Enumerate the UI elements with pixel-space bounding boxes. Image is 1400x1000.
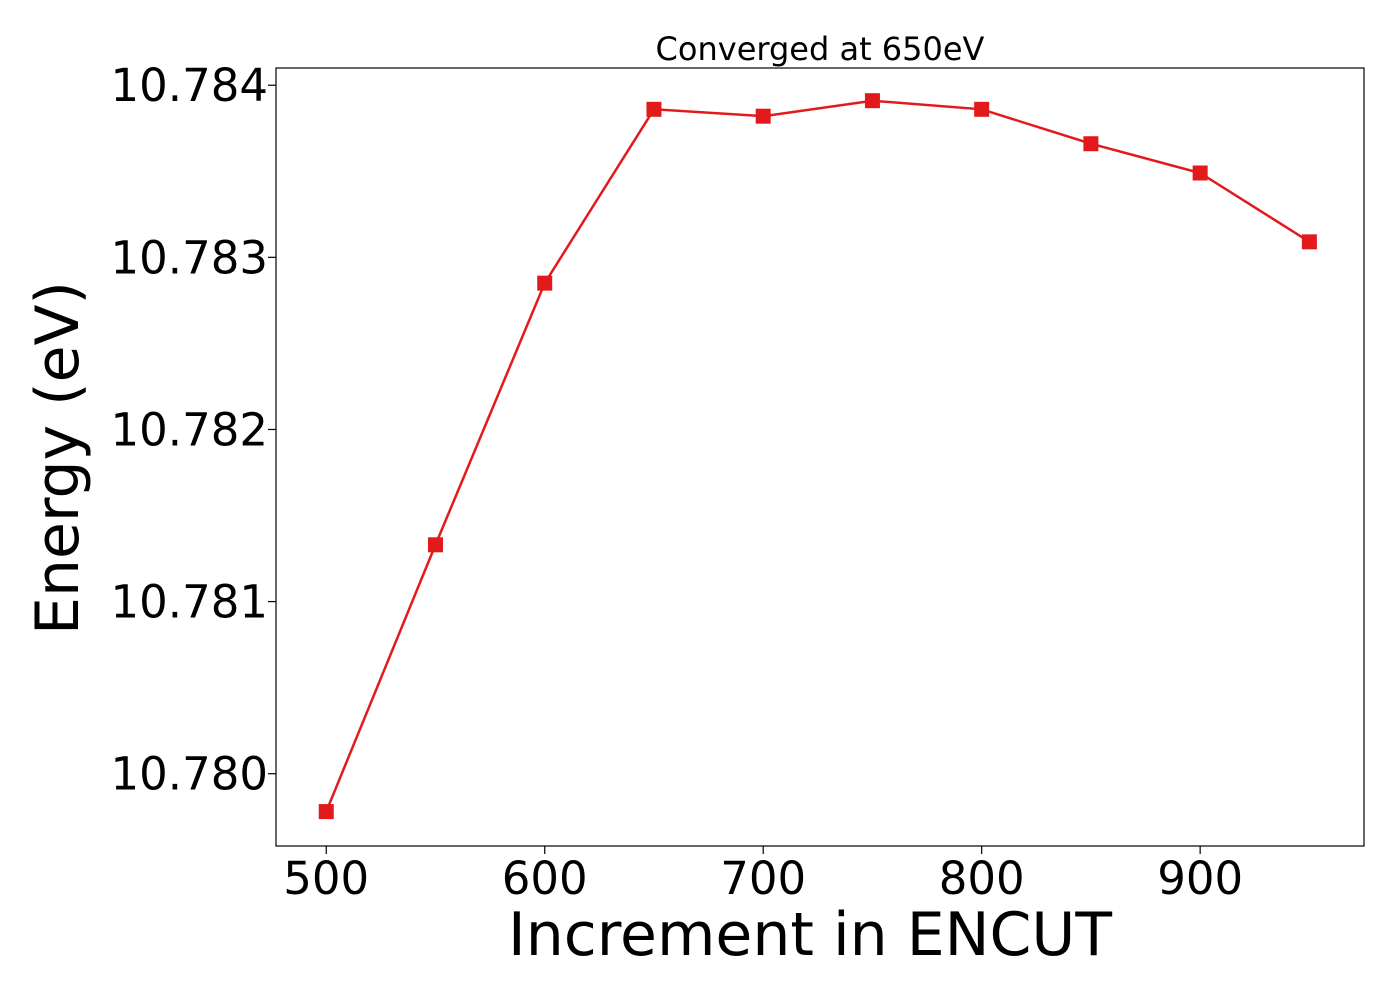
data-point-marker	[864, 93, 880, 109]
x-tick-label: 900	[1157, 852, 1243, 905]
y-tick-label: 10.781	[111, 576, 268, 629]
data-point-marker	[427, 537, 443, 553]
data-point-marker	[1083, 136, 1099, 152]
y-tick-label: 10.784	[111, 59, 268, 112]
series-layer	[318, 93, 1317, 820]
x-tick-label: 800	[939, 852, 1025, 905]
y-tick-label: 10.782	[111, 403, 268, 456]
y-tick-label: 10.783	[111, 231, 268, 284]
data-point-marker	[646, 101, 662, 117]
chart-title: Converged at 650eV	[656, 30, 985, 68]
x-tick-label: 500	[283, 852, 369, 905]
series-line	[325, 99, 1311, 813]
x-axis: 500 600 700 800 900	[283, 846, 1243, 905]
data-point-marker	[755, 108, 771, 124]
data-point-marker	[1301, 234, 1317, 250]
x-tick-label: 600	[502, 852, 588, 905]
x-tick-label: 700	[720, 852, 806, 905]
plot-frame	[275, 67, 1365, 847]
data-point-marker	[318, 804, 334, 820]
y-tick-label: 10.780	[111, 748, 268, 801]
data-point-marker	[1192, 165, 1208, 181]
data-point-marker	[537, 275, 553, 291]
y-axis: 10.780 10.781 10.782 10.783 10.784	[111, 59, 276, 801]
data-point-marker	[974, 101, 990, 117]
x-axis-label: Increment in ENCUT	[508, 900, 1112, 970]
y-axis-label: Energy (eV)	[23, 281, 93, 635]
